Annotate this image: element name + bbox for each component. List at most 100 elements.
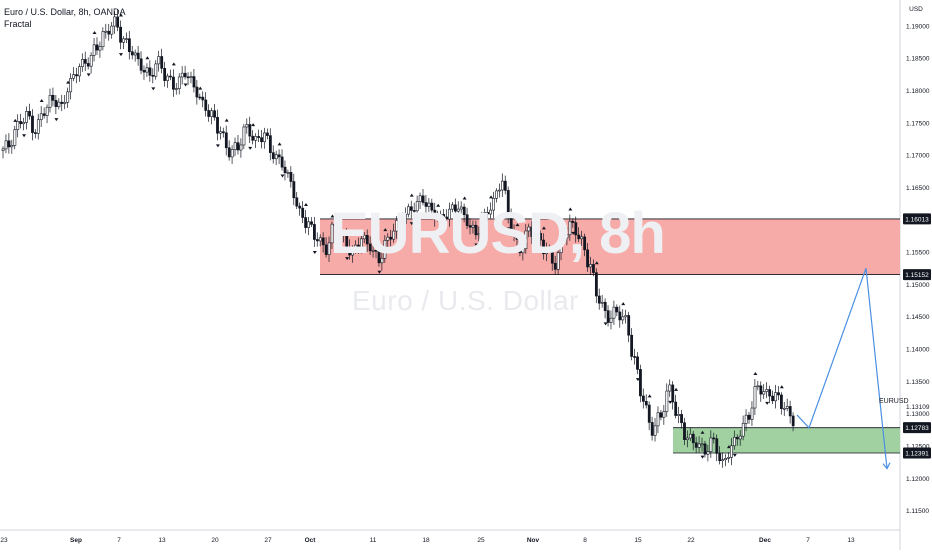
candle-body: [69, 77, 73, 93]
fractal-up-marker: [541, 226, 546, 230]
price-level-label: 1.16013: [905, 216, 929, 223]
candle-body: [683, 422, 686, 440]
candle-body: [451, 204, 454, 210]
candle-body: [266, 132, 269, 136]
fractal-up-marker: [726, 445, 731, 449]
candle-body: [310, 221, 313, 225]
candle-body: [92, 44, 96, 56]
candle-body: [25, 111, 28, 123]
candle-body: [86, 63, 90, 67]
candle-body: [333, 223, 337, 226]
candle-body: [733, 437, 736, 447]
candle-body: [680, 414, 683, 424]
fractal-up-marker: [13, 118, 18, 122]
candle-body: [72, 74, 75, 79]
candle-body: [186, 76, 190, 79]
fractal-down-marker: [22, 134, 27, 138]
candle-body: [298, 205, 302, 209]
candle-body: [474, 224, 478, 236]
candle-body: [389, 236, 393, 240]
candle-body: [195, 86, 199, 98]
candle-body: [765, 389, 769, 392]
candle-body: [577, 234, 581, 240]
fractal-up-marker: [277, 142, 282, 146]
candle-body: [653, 425, 657, 436]
candle-body: [721, 459, 725, 462]
candle-body: [360, 238, 363, 248]
candle-body: [307, 221, 310, 228]
candle-body: [536, 233, 540, 240]
candle-body: [354, 244, 357, 251]
candle-body: [4, 140, 8, 150]
time-tick-label: 13: [847, 537, 855, 544]
candle-body: [445, 216, 448, 220]
candle-body: [530, 226, 534, 237]
candle-body: [127, 38, 131, 53]
candle-body: [639, 369, 642, 397]
candle-body: [125, 38, 128, 41]
candle-body: [213, 110, 216, 118]
time-tick-label: 7: [806, 537, 810, 544]
candle-body: [242, 126, 246, 146]
candle-body: [42, 113, 46, 116]
candle-body: [180, 72, 184, 78]
candle-body: [210, 110, 214, 117]
fractal-up-marker: [356, 230, 361, 234]
candle-body: [735, 437, 739, 440]
candle-body: [780, 394, 783, 409]
candle-body: [618, 311, 622, 321]
candle-body: [151, 75, 155, 77]
candle-body: [89, 55, 93, 67]
candle-body: [471, 224, 475, 228]
fractal-up-marker: [39, 99, 44, 103]
candle-body: [383, 240, 387, 259]
candle-body: [304, 217, 308, 228]
fractal-up-marker: [304, 202, 309, 206]
candle-body: [603, 301, 607, 311]
price-tick-label: 1.12500: [906, 443, 930, 450]
candle-body: [730, 445, 733, 458]
time-tick-label: 18: [422, 537, 430, 544]
candle-body: [439, 214, 443, 219]
candle-body: [430, 202, 434, 211]
candle-body: [183, 72, 187, 78]
candle-body: [782, 407, 786, 410]
candle-body: [539, 233, 542, 241]
watermark-ticker: EURUSD, 8h: [330, 201, 666, 266]
time-tick-label: 8: [583, 537, 587, 544]
candle-body: [119, 26, 122, 43]
candle-body: [95, 44, 99, 51]
candle-body: [624, 315, 628, 318]
candle-body: [771, 395, 775, 402]
candle-body: [321, 237, 325, 246]
candle-body: [63, 102, 67, 104]
price-tick-label: 1.12000: [906, 476, 930, 483]
chart-legend: Euro / U.S. Dollar, 8h, OANDA Fractal: [4, 6, 126, 30]
candle-body: [641, 395, 645, 402]
candle-body: [609, 317, 613, 323]
candle-body: [236, 142, 240, 151]
candle-body: [342, 233, 346, 236]
fractal-down-marker: [571, 231, 576, 235]
candle-body: [697, 443, 701, 448]
candle-body: [456, 208, 460, 212]
candle-body: [495, 190, 498, 199]
candle-body: [66, 91, 70, 103]
candle-body: [774, 392, 777, 402]
fractal-up-marker: [251, 123, 256, 127]
indicator-label: Fractal: [4, 19, 32, 29]
time-tick-label: 20: [211, 537, 219, 544]
candle-body: [31, 115, 34, 133]
candle-body: [671, 384, 675, 403]
candle-body: [292, 181, 296, 199]
fractal-down-marker: [118, 53, 123, 57]
candle-body: [509, 215, 513, 232]
candle-body: [553, 262, 557, 270]
candle-body: [468, 225, 472, 228]
chart-title: Euro / U.S. Dollar, 8h, OANDA: [4, 7, 126, 17]
candle-body: [177, 76, 181, 89]
watermark-name: Euro / U.S. Dollar: [352, 285, 579, 316]
fractal-down-marker: [86, 73, 91, 77]
